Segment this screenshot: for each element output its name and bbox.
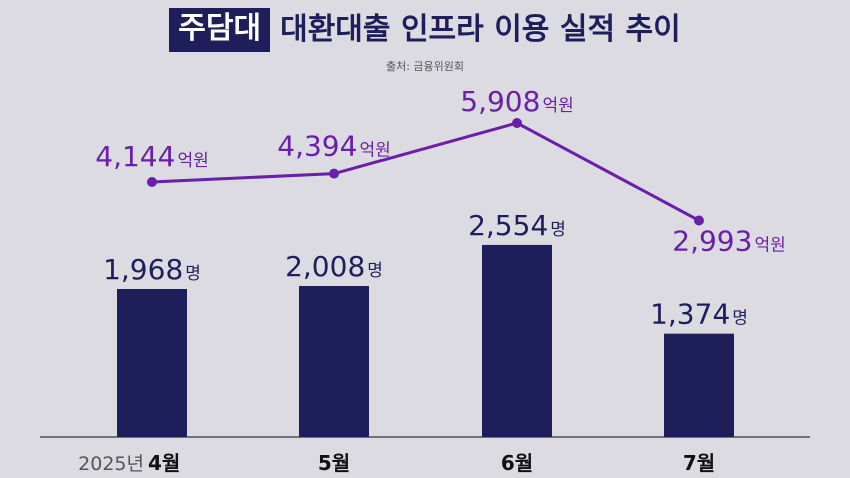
line-point-4 — [694, 215, 704, 226]
bar-label-1: 1,968 명 — [103, 253, 201, 286]
line-label-4: 2,993 억원 — [672, 224, 785, 257]
line-label-3: 5,908 억원 — [460, 85, 573, 118]
line-label-1: 4,144 억원 — [95, 140, 208, 173]
x-axis-label-2: 5월 — [318, 451, 350, 475]
line-label-2: 4,394 억원 — [277, 130, 390, 163]
chart-title: 주담대 대환대출 인프라 이용 실적 추이 — [0, 6, 850, 54]
x-axis-year-prefix: 2025년 — [78, 453, 144, 475]
bar-4 — [664, 333, 734, 437]
bar-2 — [299, 285, 369, 437]
bar-1 — [117, 289, 187, 437]
x-axis-label-1: 4월 — [148, 451, 180, 475]
source-note: 출처: 금융위원회 — [385, 60, 465, 73]
line-point-2 — [329, 168, 339, 179]
title-text: 대환대출 인프라 이용 실적 추이 — [280, 12, 681, 47]
line-point-1 — [147, 177, 157, 187]
x-axis-label-4: 7월 — [683, 451, 715, 475]
x-axis-label-3: 6월 — [501, 451, 533, 475]
bar-label-4: 1,374 명 — [650, 298, 748, 331]
bar-label-3: 2,554 명 — [468, 209, 566, 242]
line-point-3 — [512, 118, 522, 128]
bar-3 — [482, 244, 552, 437]
title-badge: 주담대 — [169, 8, 271, 52]
bar-label-2: 2,008 명 — [285, 250, 383, 283]
line-series — [151, 121, 700, 222]
